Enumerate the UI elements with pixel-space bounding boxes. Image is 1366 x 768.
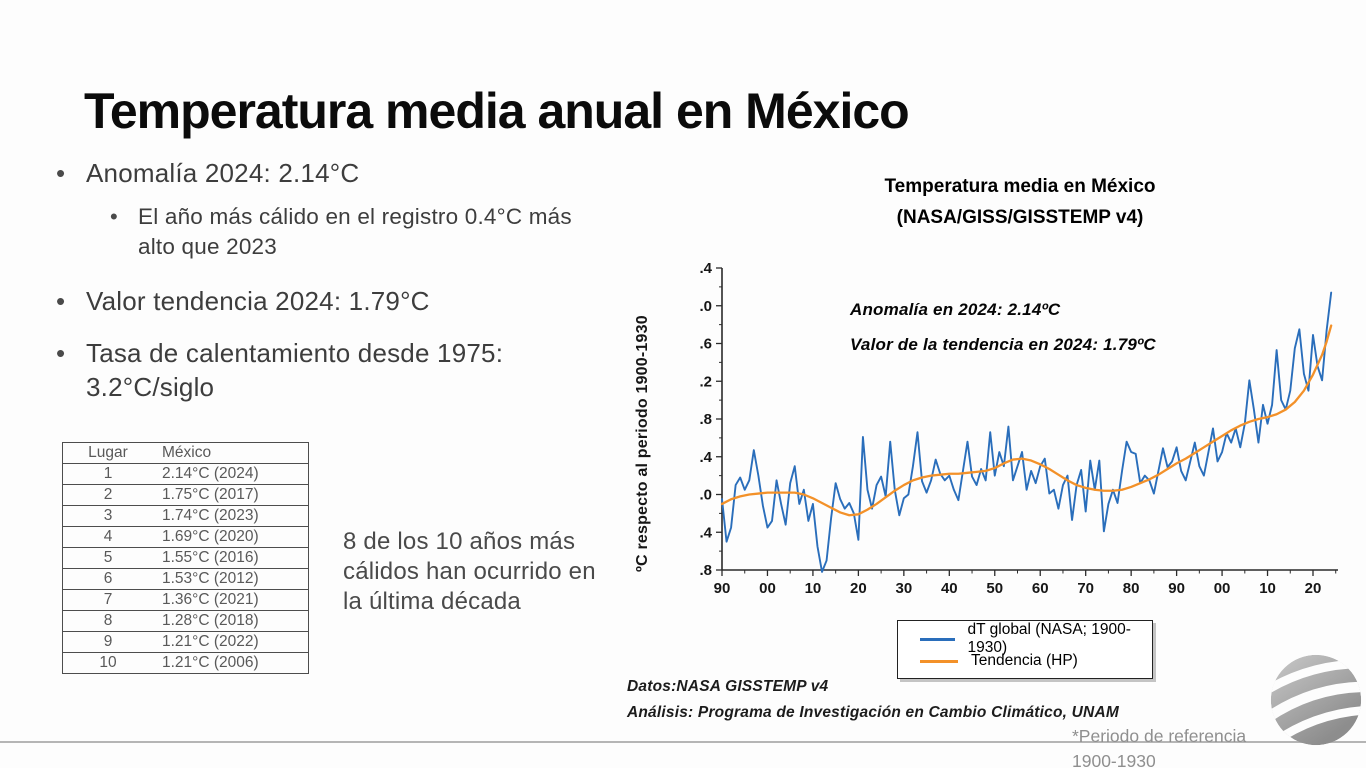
rank-cell: 10 — [62, 652, 153, 674]
bullet-list: • Anomalía 2024: 2.14°C • El año más cál… — [56, 156, 636, 404]
value-cell: 1.28°C (2018) — [153, 610, 309, 632]
globe-logo — [1268, 654, 1364, 748]
value-cell: 1.21°C (2006) — [153, 652, 309, 674]
rank-cell: 4 — [62, 526, 153, 548]
rank-cell: 5 — [62, 547, 153, 569]
value-cell: 1.21°C (2022) — [153, 631, 309, 653]
bullet-warming-rate: • Tasa de calentamiento desde 1975: 3.2°… — [56, 336, 636, 404]
legend-label: dT global (NASA; 1900-1930) — [967, 621, 1131, 656]
bullet-anomaly: • Anomalía 2024: 2.14°C — [56, 156, 636, 190]
temperature-chart: 2.42.01.61.20.80.40.0-0.4-0.890001020304… — [700, 260, 1338, 597]
column-header-mexico: México — [153, 442, 309, 464]
bullet-trend: • Valor tendencia 2024: 1.79°C — [56, 284, 636, 318]
svg-text:Valor de la tendencia en 2024:: Valor de la tendencia en 2024: 1.79ºC — [850, 335, 1156, 354]
table-row: 6 1.53°C (2012) — [62, 568, 309, 590]
svg-text:20: 20 — [1305, 580, 1322, 597]
table-header-row: Lugar México — [62, 442, 309, 464]
rank-cell: 6 — [62, 568, 153, 590]
svg-text:70: 70 — [1077, 580, 1094, 597]
svg-text:0.8: 0.8 — [700, 411, 712, 428]
svg-text:00: 00 — [759, 580, 776, 597]
table-row: 1 2.14°C (2024) — [62, 463, 309, 485]
rank-cell: 3 — [62, 505, 153, 527]
rank-cell: 9 — [62, 631, 153, 653]
ranking-table: Lugar México 1 2.14°C (2024) 2 1.75°C (201… — [62, 442, 309, 674]
rank-cell: 7 — [62, 589, 153, 611]
slide-edge-rule — [0, 741, 1366, 743]
table-row: 2 1.75°C (2017) — [62, 484, 309, 506]
table-row: 10 1.21°C (2006) — [62, 652, 309, 674]
svg-text:0.4: 0.4 — [700, 449, 713, 466]
page-title: Temperatura media anual en México — [84, 82, 910, 139]
legend-item-dt-global: dT global (NASA; 1900-1930) — [898, 621, 1152, 656]
bullet-dot: • — [56, 338, 66, 368]
table-row: 7 1.36°C (2021) — [62, 589, 309, 611]
table-row: 4 1.69°C (2020) — [62, 526, 309, 548]
svg-text:-0.4: -0.4 — [700, 524, 713, 541]
rank-cell: 1 — [62, 463, 153, 485]
bullet-dot: • — [110, 204, 118, 229]
table-row: 3 1.74°C (2023) — [62, 505, 309, 527]
table-row: 5 1.55°C (2016) — [62, 547, 309, 569]
svg-text:40: 40 — [941, 580, 958, 597]
value-cell: 1.69°C (2020) — [153, 526, 309, 548]
chart-y-axis-label: ºC respecto al periodo 1900-1930 — [634, 315, 651, 572]
svg-text:20: 20 — [850, 580, 867, 597]
table-row: 8 1.28°C (2018) — [62, 610, 309, 632]
svg-text:-0.8: -0.8 — [700, 562, 712, 579]
svg-text:1.2: 1.2 — [700, 373, 712, 390]
svg-text:10: 10 — [805, 580, 822, 597]
value-cell: 1.75°C (2017) — [153, 484, 309, 506]
chart-subtitle: (NASA/GISS/GISSTEMP v4) — [896, 207, 1144, 228]
svg-text:0.0: 0.0 — [700, 487, 712, 504]
bullet-anomaly-sub: • El año más cálido en el registro 0.4°C… — [110, 202, 636, 262]
value-cell: 1.74°C (2023) — [153, 505, 309, 527]
bullet-dot: • — [56, 158, 66, 188]
svg-text:50: 50 — [986, 580, 1003, 597]
rank-cell: 2 — [62, 484, 153, 506]
svg-text:30: 30 — [896, 580, 913, 597]
value-cell: 2.14°C (2024) — [153, 463, 309, 485]
bullet-dot: • — [56, 286, 66, 316]
value-cell: 1.55°C (2016) — [153, 547, 309, 569]
column-header-lugar: Lugar — [62, 442, 153, 464]
chart-title: Temperatura media en México — [884, 176, 1156, 197]
svg-text:80: 80 — [1123, 580, 1140, 597]
analysis-credit-note: Análisis: Programa de Investigación en C… — [627, 704, 1119, 721]
blue-line-swatch — [920, 637, 955, 641]
svg-text:2.0: 2.0 — [700, 298, 712, 315]
table-row: 9 1.21°C (2022) — [62, 631, 309, 653]
bullet-trend-text: Valor tendencia 2024: 1.79°C — [86, 286, 430, 316]
data-source-note: Datos:NASA GISSTEMP v4 — [627, 678, 829, 695]
svg-text:00: 00 — [1214, 580, 1231, 597]
orange-line-swatch — [920, 659, 958, 663]
reference-period-note: *Periodo de referencia 1900-1930 — [1072, 726, 1247, 768]
value-cell: 1.53°C (2012) — [153, 568, 309, 590]
svg-text:2.4: 2.4 — [700, 260, 713, 277]
svg-text:60: 60 — [1032, 580, 1049, 597]
legend-label: Tendencia (HP) — [971, 652, 1078, 669]
svg-text:90: 90 — [714, 580, 731, 597]
svg-text:90: 90 — [1168, 580, 1185, 597]
bullet-warming-rate-text: Tasa de calentamiento desde 1975: 3.2°C/… — [86, 338, 504, 402]
value-cell: 1.36°C (2021) — [153, 589, 309, 611]
svg-text:Anomalía en 2024: 2.14ºC: Anomalía en 2024: 2.14ºC — [849, 300, 1061, 319]
legend-item-tendencia: Tendencia (HP) — [898, 650, 1152, 672]
bullet-anomaly-text: Anomalía 2024: 2.14°C — [86, 158, 360, 188]
decade-note: 8 de los 10 años más cálidos han ocurrid… — [343, 528, 596, 615]
rank-cell: 8 — [62, 610, 153, 632]
svg-text:1.6: 1.6 — [700, 336, 712, 353]
bullet-anomaly-sub-text: El año más cálido en el registro 0.4°C m… — [138, 204, 572, 259]
svg-text:10: 10 — [1259, 580, 1276, 597]
chart-legend: dT global (NASA; 1900-1930) Tendencia (H… — [897, 620, 1153, 679]
